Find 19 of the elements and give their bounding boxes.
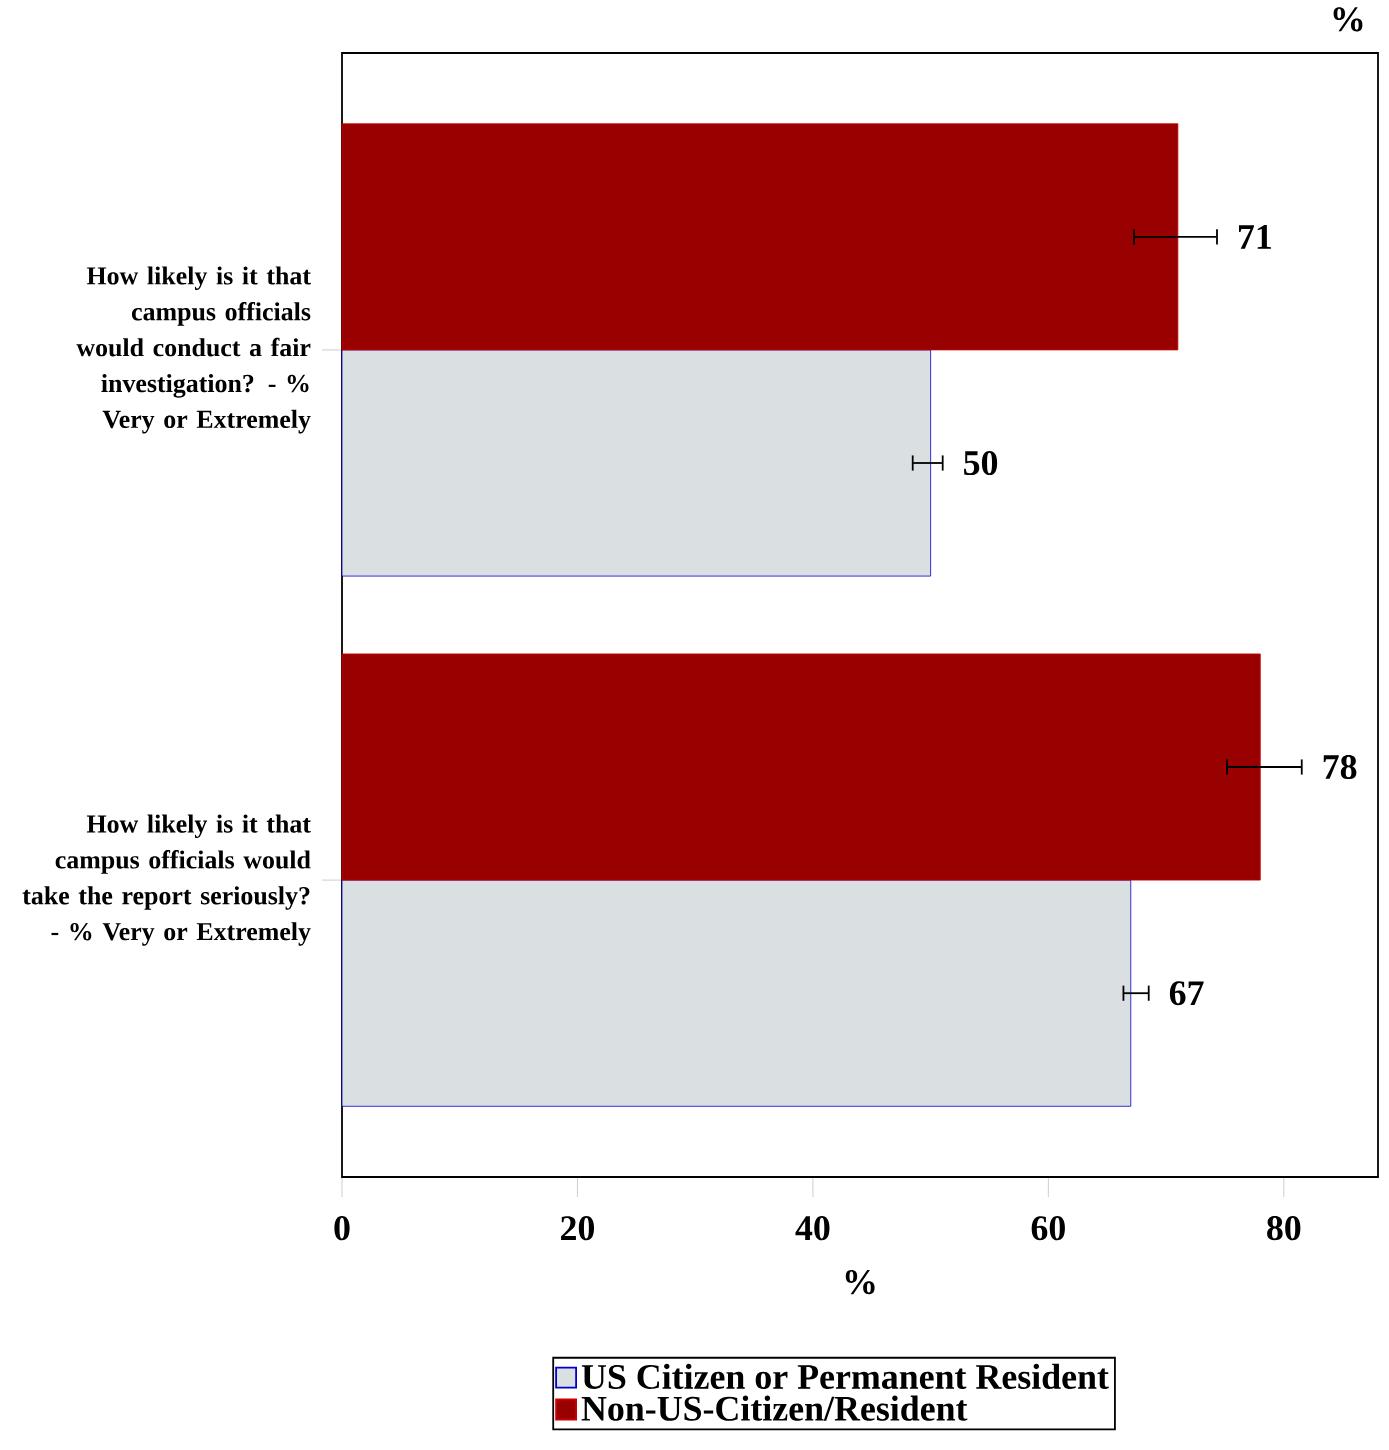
data-label: 71 xyxy=(1238,224,1271,249)
x-axis-title: % xyxy=(845,1269,875,1295)
text: % xyxy=(1333,7,1363,32)
x-tick-label: 80 xyxy=(1267,1216,1301,1241)
bar xyxy=(341,123,1179,351)
bar xyxy=(341,879,1132,1107)
x-tick-label: 40 xyxy=(795,1216,830,1241)
data-label: 78 xyxy=(1323,754,1357,780)
y-tick-label: How likely is it that campus officials would take the report seriously? - % Very or Extremely xyxy=(22,814,311,946)
x-tick-label: 0 xyxy=(334,1216,350,1241)
data-label: 67 xyxy=(1169,981,1204,1006)
x-tick-label: 60 xyxy=(1031,1216,1065,1241)
legend-label: US Citizen or Permanent Resident xyxy=(581,1363,1109,1389)
data-label: 50 xyxy=(964,450,998,476)
y-tick-label: How likely is it that campus officials would conduct a fair investigation? - % Very or Extremely xyxy=(76,266,311,434)
x-tick-label: 20 xyxy=(561,1216,595,1241)
bar xyxy=(341,349,932,577)
legend-label: Non-US-Citizen/Resident xyxy=(581,1395,968,1421)
bar xyxy=(341,653,1261,881)
